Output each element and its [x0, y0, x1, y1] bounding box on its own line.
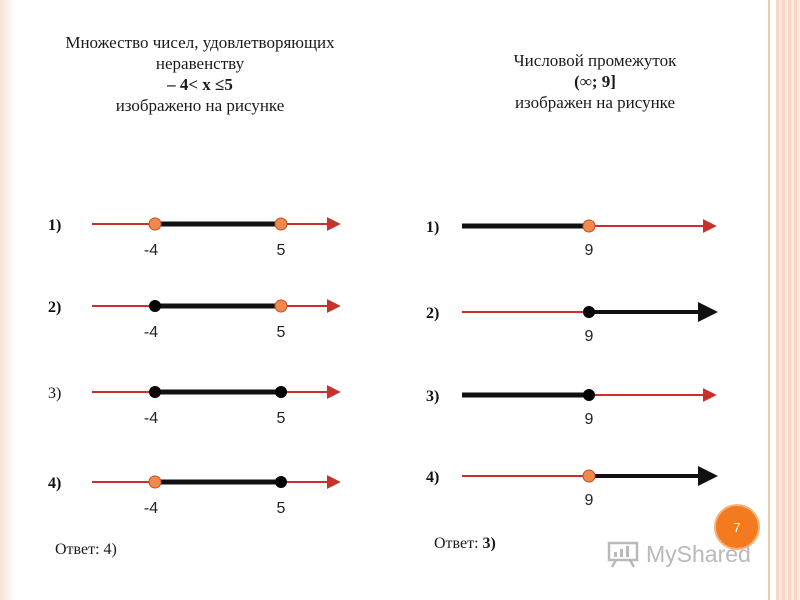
option-label: 4) — [426, 469, 439, 486]
tick-label-5: 5 — [277, 324, 286, 341]
right-title-line-1: Числовой промежуток — [513, 51, 677, 70]
tick-label-minus-4: -4 — [144, 410, 158, 427]
left-question-title: Множество чисел, удовлетворяющих неравен… — [30, 32, 370, 116]
slide-right-stripe — [776, 0, 800, 600]
tick-label-9: 9 — [585, 411, 594, 428]
point-9-closed — [583, 306, 595, 318]
left-title-tail: изображено на рисунке — [115, 96, 285, 115]
point-minus-4-closed — [149, 386, 161, 398]
tick-label-minus-4: -4 — [144, 500, 158, 517]
tick-label-9: 9 — [585, 242, 594, 259]
tick-label-9: 9 — [585, 328, 594, 345]
point-5-closed — [275, 476, 287, 488]
option-label: 2) — [426, 305, 439, 322]
tick-label-5: 5 — [277, 242, 286, 259]
slide-right-rule — [768, 0, 770, 600]
option-label: 1) — [426, 219, 439, 236]
right-number-line-3: 3) 9 — [426, 388, 717, 428]
option-label: 4) — [48, 475, 61, 492]
point-5-open — [274, 217, 288, 231]
right-number-line-1: 1) 9 — [426, 219, 717, 259]
point-5-closed — [275, 386, 287, 398]
left-title-line-2: неравенству — [155, 54, 245, 73]
presentation-board-icon — [607, 541, 639, 568]
right-number-lines: 1) 9 2) 9 3) 9 4) 9 — [426, 219, 718, 509]
point-minus-4-closed — [149, 300, 161, 312]
slide-left-border — [0, 0, 14, 600]
left-number-line-2: 2) -4 5 — [48, 299, 341, 341]
option-label: 1) — [48, 217, 61, 234]
tick-label-5: 5 — [277, 410, 286, 427]
tick-label-minus-4: -4 — [144, 324, 158, 341]
point-5-open — [274, 299, 288, 313]
right-number-line-2: 2) 9 — [426, 302, 718, 345]
right-answer-value: 3) — [482, 535, 496, 552]
left-inequality: – 4< x ≤5 — [167, 75, 233, 94]
point-9-closed — [583, 389, 595, 401]
right-answer-prefix: Ответ: — [434, 535, 479, 552]
tick-label-5: 5 — [277, 500, 286, 517]
tick-label-minus-4: -4 — [144, 242, 158, 259]
watermark: MyShared — [606, 538, 751, 570]
option-label: 2) — [48, 299, 61, 316]
watermark-text: MyShared — [646, 540, 751, 567]
tick-label-9: 9 — [585, 492, 594, 509]
right-answer: Ответ: 3) — [434, 535, 496, 553]
right-number-line-4: 4) 9 — [426, 466, 718, 509]
point-9-open — [582, 219, 596, 233]
left-answer-value: 4) — [103, 541, 117, 558]
page-number-badge: 7 — [714, 504, 760, 550]
right-question-title: Числовой промежуток (∞; 9] изображен на … — [470, 50, 720, 113]
left-number-line-1: 1) -4 5 — [48, 217, 341, 259]
option-label: 3) — [48, 385, 61, 402]
left-answer-prefix: Ответ: — [55, 541, 100, 558]
left-title-line-1: Множество чисел, удовлетворяющих — [65, 33, 335, 52]
point-minus-4-open — [148, 475, 162, 489]
point-minus-4-open — [148, 217, 162, 231]
right-title-tail: изображен на рисунке — [514, 93, 676, 112]
right-interval: (∞; 9] — [574, 72, 616, 91]
option-label: 3) — [426, 388, 439, 405]
left-number-line-3: 3) -4 5 — [48, 385, 341, 427]
point-9-open — [582, 469, 596, 483]
left-number-line-4: 4) -4 5 — [48, 475, 341, 517]
left-answer: Ответ: 4) — [55, 541, 117, 559]
left-number-lines: 1) -4 5 2) -4 5 3) -4 5 4) -4 5 — [48, 217, 341, 517]
